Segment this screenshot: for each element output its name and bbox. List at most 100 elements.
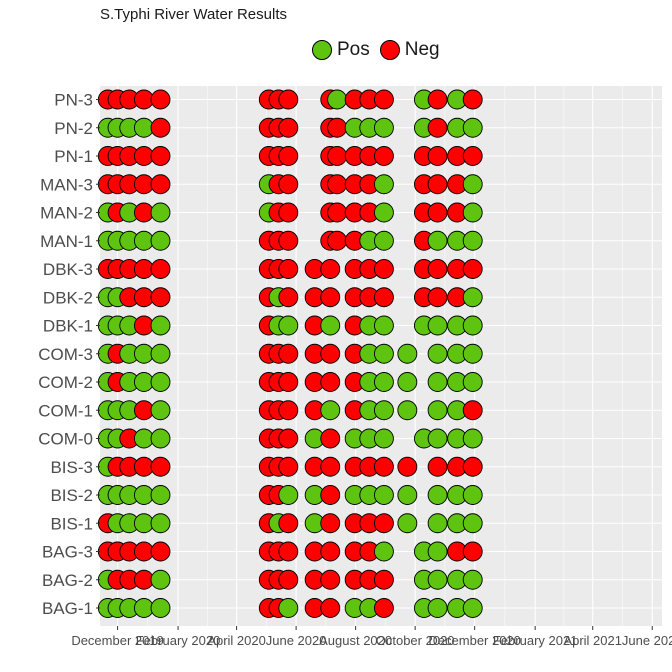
data-point-neg [320,513,341,534]
data-point-pos [462,569,483,590]
data-point-pos [462,513,483,534]
data-point-neg [427,259,448,279]
data-point-neg [427,202,448,223]
data-point-pos [397,400,418,421]
data-point-neg [427,89,448,110]
y-tick-label: DBK-2 [43,288,93,307]
data-point-pos [373,372,394,392]
data-point-neg [150,174,171,195]
data-point-neg [462,541,483,562]
data-point-neg [320,541,341,562]
chart-legend: Pos Neg [312,37,450,63]
data-point-pos [397,485,418,505]
data-point-pos [150,428,171,449]
data-point-neg [462,456,483,477]
data-point-neg [278,343,299,364]
data-point-neg [278,569,299,590]
y-tick-label: PN-2 [54,119,93,138]
data-point-pos [427,485,448,505]
data-point-neg [150,89,171,110]
legend-neg-dot [379,40,400,60]
x-tick-label: December 2019 [71,633,164,648]
data-point-pos [373,428,394,449]
data-point-neg [278,456,299,477]
y-tick-label: MAN-3 [40,175,93,194]
data-point-neg [373,456,394,477]
data-point-pos [427,513,448,534]
data-point-pos [150,400,171,421]
data-point-neg [373,146,394,166]
data-point-neg [373,569,394,590]
data-point-neg [373,287,394,308]
data-point-pos [397,513,418,534]
y-tick-label: MAN-2 [40,204,93,223]
y-tick-label: BIS-1 [50,514,93,533]
x-tick-label: April 2020 [207,633,266,648]
data-point-pos [427,372,448,392]
data-point-neg [278,400,299,421]
data-point-pos [462,230,483,251]
data-point-pos [373,485,394,505]
data-point-neg [278,428,299,449]
data-point-pos [278,315,299,336]
data-point-neg [462,89,483,110]
chart-title: S.Typhi River Water Results [100,6,287,23]
data-point-pos [278,485,299,505]
y-tick-label: PN-3 [54,91,93,110]
x-tick-label: August 2020 [319,633,392,648]
data-point-pos [427,315,448,336]
data-point-neg [278,230,299,251]
data-point-pos [427,343,448,364]
data-point-neg [327,117,348,138]
legend-item-pos: Pos [312,39,370,61]
data-point-pos [320,400,341,421]
data-point-pos [427,598,448,618]
data-point-neg [278,89,299,110]
data-point-pos [373,343,394,364]
y-tick-label: PN-1 [54,147,93,166]
y-tick-label: COM-0 [38,430,93,449]
data-point-neg [278,372,299,392]
data-point-neg [278,259,299,279]
data-point-neg [278,146,299,166]
data-point-pos [150,513,171,534]
data-points [97,89,483,618]
data-point-neg [278,202,299,223]
data-point-neg [320,428,341,449]
legend-item-neg: Neg [379,39,440,61]
data-point-neg [427,174,448,195]
data-point-pos [373,230,394,251]
data-point-pos [373,174,394,195]
data-point-neg [320,569,341,590]
y-tick-label: BAG-2 [42,571,93,590]
data-point-pos [462,598,483,618]
x-tick-label: June 2020 [266,633,327,648]
data-point-neg [278,541,299,562]
x-tick-label: October 2020 [376,633,455,648]
legend-pos-label: Pos [337,39,370,60]
data-point-neg [373,598,394,618]
data-point-pos [462,428,483,449]
data-point-neg [427,117,448,138]
data-point-neg [278,513,299,534]
data-point-pos [427,428,448,449]
data-point-pos [150,598,171,618]
data-point-pos [462,287,483,308]
data-point-neg [150,259,171,279]
data-point-pos [397,343,418,364]
data-point-pos [150,372,171,392]
data-point-neg [327,230,348,251]
x-tick-label: February 2020 [136,633,221,648]
data-point-neg [397,456,418,477]
x-tick-label: February 2021 [493,633,578,648]
data-point-pos [373,400,394,421]
y-tick-label: DBK-1 [43,317,93,336]
data-point-neg [150,287,171,308]
data-point-neg [462,259,483,279]
x-tick-label: June 2021 [622,633,672,648]
data-point-pos [427,230,448,251]
data-point-pos [150,343,171,364]
data-point-pos [427,541,448,562]
data-point-neg [320,372,341,392]
